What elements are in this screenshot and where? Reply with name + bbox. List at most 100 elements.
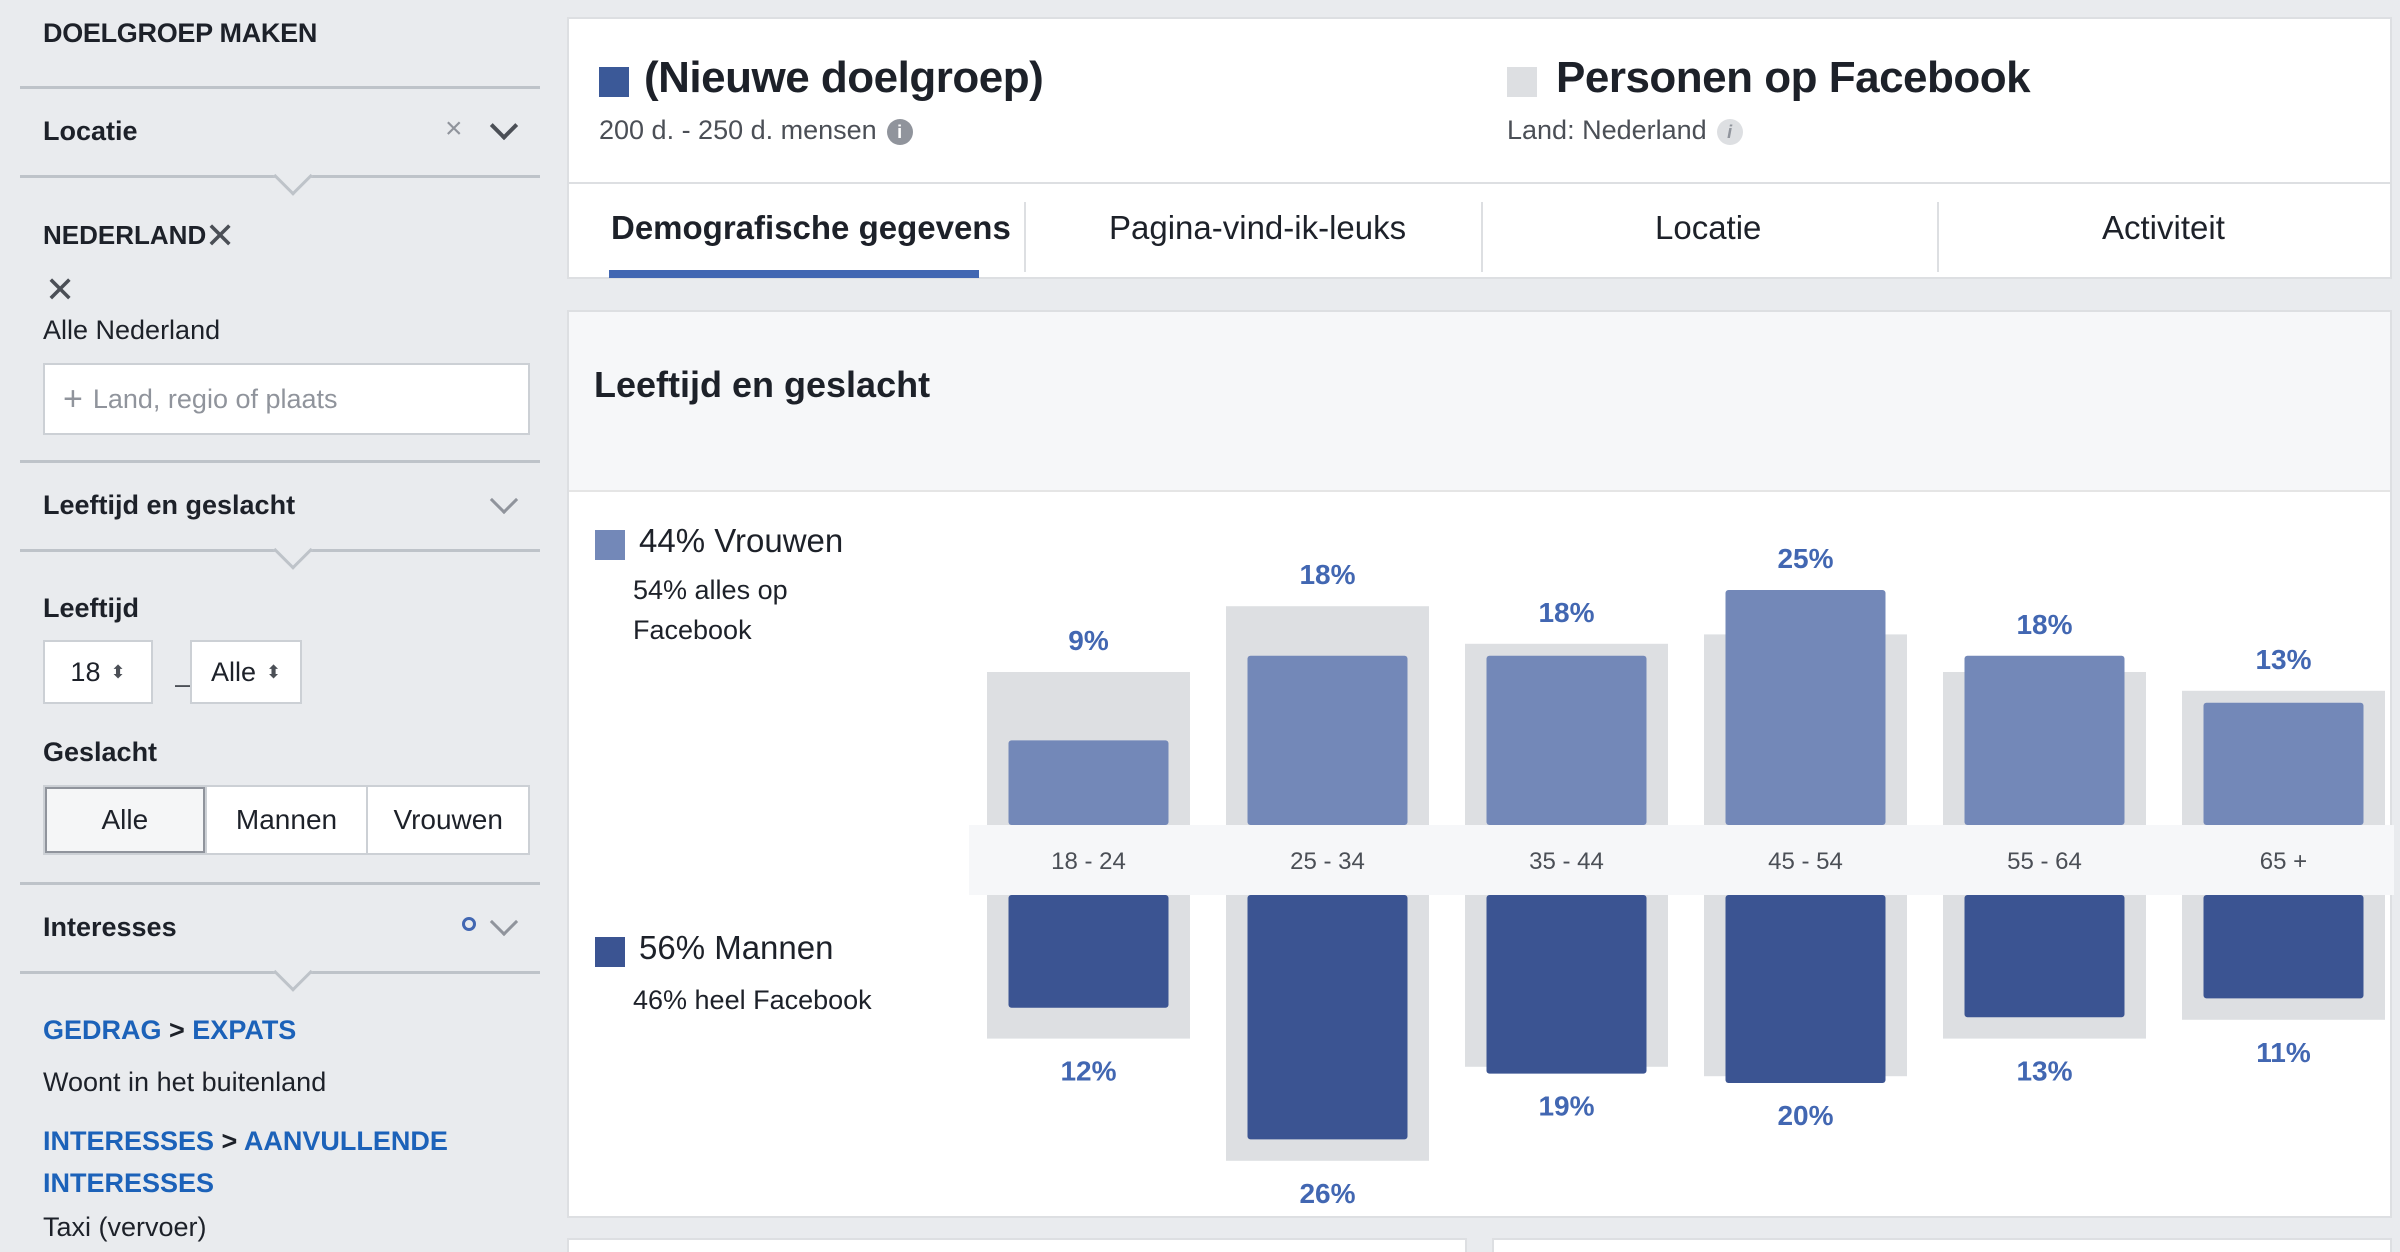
active-tab-indicator [609,270,979,278]
legend-women-swatch [595,530,625,560]
data-label-women: 25% [1777,543,1833,574]
legend-men-swatch [595,937,625,967]
bar-women [1247,655,1408,825]
location-section-label[interactable]: Locatie [43,116,138,146]
legend-men-label: 56% Mannen [639,929,834,966]
tab-location[interactable]: Locatie [1655,209,1762,246]
age-gender-section-label[interactable]: Leeftijd en geslacht [43,490,296,520]
interests-section-label[interactable]: Interesses [43,912,177,942]
audience-header-card: (Nieuwe doelgroep) 200 d. - 250 d. mense… [567,17,2392,279]
age-tick-label: 18 - 24 [1051,848,1126,875]
age-range-dash: – [175,668,191,699]
interest-value: Taxi (vervoer) [43,1212,207,1242]
data-label-women: 18% [2016,609,2072,640]
interest-subcategory[interactable]: EXPATS [192,1015,297,1045]
select-arrow-icon: ⬍ [110,661,126,682]
comparison-subtitle: Land: Nederland i [1507,115,1743,146]
data-label-women: 9% [1068,625,1109,656]
location-search-input[interactable]: + Land, regio of plaats [43,363,530,435]
clear-location-icon[interactable]: × [445,112,463,145]
age-gender-chart-card: Leeftijd en geslacht 44% Vrouwen 54% all… [567,310,2394,1218]
next-card-right [1492,1238,2392,1252]
data-label-men: 12% [1060,1056,1116,1087]
settings-dot-icon[interactable] [462,917,476,931]
age-tick-label: 65 + [2260,848,2307,875]
tab-page-likes[interactable]: Pagina-vind-ik-leuks [1109,209,1407,246]
age-tick-label: 25 - 34 [1290,848,1365,875]
plus-icon: + [63,379,83,418]
comparison-color-swatch [1507,67,1537,97]
chevron-down-icon[interactable] [489,485,519,515]
section-notch [273,530,313,570]
age-gender-bar-chart: 9% 12% 18 - 24 18% 26% 25 - 34 18% 19% 35 - 44 25… [969,543,2394,1209]
info-icon[interactable]: i [1716,118,1743,145]
gender-option-all[interactable]: Alle [45,787,207,853]
chart-header: Leeftijd en geslacht [569,312,2390,492]
divider [20,460,540,463]
audience-size: 200 d. - 250 d. mensen i [599,115,913,146]
location-country: NEDERLAND [43,220,207,250]
age-label: Leeftijd [43,593,140,623]
bar-men [1725,895,1886,1083]
gender-option-women[interactable]: Vrouwen [393,804,503,835]
bar-men [1486,895,1647,1074]
bar-women [1008,740,1169,825]
remove-country-icon[interactable]: ✕ [205,215,236,256]
bar-women [1725,590,1886,825]
interest-path-2[interactable]: INTERESSES > AANVULLENDE INTERESSES [43,1126,448,1198]
remove-region-icon[interactable]: ✕ [45,269,76,310]
legend-women-subtext: 54% alles op Facebook [633,575,788,645]
sidebar-title: DOELGROEP MAKEN [43,18,318,48]
audience-color-swatch [599,67,629,97]
interest-category[interactable]: INTERESSES [43,1126,215,1156]
data-label-women: 18% [1299,559,1355,590]
tab-separator [1937,202,1939,272]
chevron-down-icon[interactable] [489,111,519,141]
location-input-placeholder: Land, regio of plaats [92,383,338,414]
tab-separator [1024,202,1026,272]
tabs-divider [569,182,2390,184]
tab-separator [1481,202,1483,272]
divider [20,882,540,885]
bar-women [2203,702,2364,825]
chevron-down-icon[interactable] [489,907,519,937]
comparison-title: Personen op Facebook [1556,53,2031,102]
bar-men [1008,895,1169,1008]
chart-title: Leeftijd en geslacht [594,364,931,405]
interest-subcategory[interactable]: AANVULLENDE INTERESSES [43,1126,448,1198]
bar-women [1964,655,2125,825]
bar-men [1247,895,1408,1140]
interest-category[interactable]: GEDRAG [43,1015,162,1045]
data-label-men: 26% [1299,1178,1355,1209]
bar-men [1964,895,2125,1018]
data-label-women: 13% [2255,644,2311,675]
tab-activity[interactable]: Activiteit [2102,209,2225,246]
tab-demographics[interactable]: Demografische gegevens [611,209,1011,246]
age-min-select[interactable]: 18 ⬍ [43,640,153,704]
data-label-women: 18% [1538,597,1594,628]
divider [20,86,540,89]
data-label-men: 19% [1538,1091,1594,1122]
age-tick-label: 55 - 64 [2007,848,2082,875]
gender-segmented-control: Alle Mannen Vrouwen [43,785,530,855]
age-max-select[interactable]: Alle ⬍ [190,640,302,704]
select-arrow-icon: ⬍ [265,661,282,682]
audience-title: (Nieuwe doelgroep) [644,53,1044,102]
next-card-left [567,1238,1467,1252]
data-label-men: 13% [2016,1056,2072,1087]
comparison-subtitle-text: Land: Nederland [1507,115,1707,145]
section-notch [273,952,313,992]
data-label-men: 11% [2256,1037,2311,1068]
age-tick-label: 35 - 44 [1529,848,1604,875]
interest-path-1[interactable]: GEDRAG > EXPATS [43,1015,297,1045]
gender-label: Geslacht [43,737,158,767]
gender-option-men[interactable]: Mannen [207,787,369,853]
interest-value: Woont in het buitenland [43,1067,327,1097]
info-icon[interactable]: i [886,118,913,145]
audience-size-text: 200 d. - 250 d. mensen [599,115,877,145]
section-notch [273,156,313,196]
age-min-value: 18 [70,656,101,687]
location-region: Alle Nederland [43,315,221,345]
legend-men-subtext: 46% heel Facebook [633,985,872,1015]
age-tick-label: 45 - 54 [1768,848,1843,875]
